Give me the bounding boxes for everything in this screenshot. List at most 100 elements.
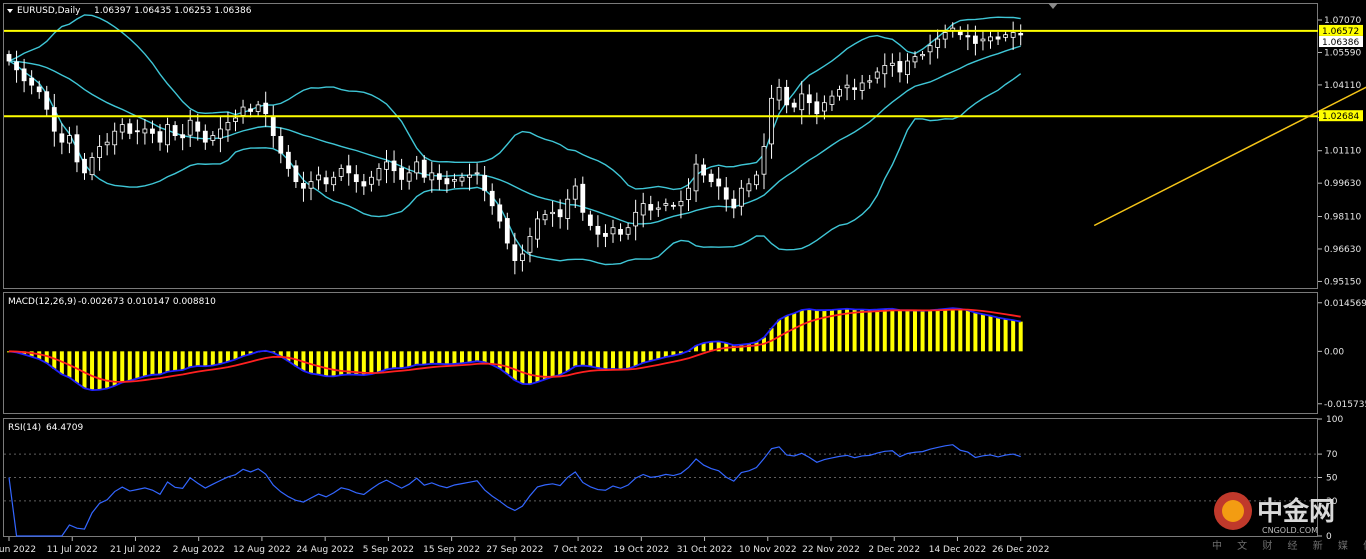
candle[interactable] [806, 84, 812, 115]
candle[interactable] [754, 170, 759, 190]
candle[interactable] [36, 80, 42, 99]
candle[interactable] [59, 123, 65, 155]
candle[interactable] [29, 70, 35, 95]
candle[interactable] [580, 176, 586, 221]
candle[interactable] [172, 121, 178, 141]
candle[interactable] [459, 172, 465, 187]
candle[interactable] [935, 29, 941, 59]
candle[interactable] [648, 195, 654, 221]
candle[interactable] [165, 117, 170, 153]
candle[interactable] [920, 51, 925, 60]
candle[interactable] [927, 34, 933, 65]
candle[interactable] [119, 118, 125, 140]
candle[interactable] [82, 153, 87, 180]
candle[interactable] [799, 81, 805, 125]
candle[interactable] [512, 232, 518, 275]
candle[interactable] [520, 244, 525, 272]
candle[interactable] [1003, 31, 1008, 42]
candle[interactable] [746, 178, 752, 198]
candle[interactable] [716, 167, 722, 200]
candle[interactable] [127, 118, 133, 140]
candle[interactable] [248, 103, 254, 118]
candle[interactable] [414, 155, 420, 180]
candle[interactable] [791, 98, 797, 113]
candle[interactable] [134, 119, 140, 145]
candle[interactable] [263, 91, 269, 127]
candle[interactable] [467, 163, 472, 191]
candle[interactable] [965, 24, 971, 51]
candle[interactable] [180, 124, 186, 151]
candle[interactable] [331, 171, 337, 192]
candle[interactable] [444, 170, 450, 193]
shift-marker-icon[interactable] [1048, 3, 1058, 9]
candle[interactable] [210, 131, 216, 146]
candle[interactable] [693, 154, 699, 202]
candle[interactable] [731, 190, 737, 219]
candle[interactable] [686, 178, 691, 212]
candle[interactable] [338, 164, 344, 182]
candle[interactable] [814, 92, 820, 125]
candle[interactable] [406, 165, 412, 190]
candle[interactable] [527, 227, 533, 263]
candle[interactable] [44, 85, 50, 116]
candle[interactable] [535, 211, 540, 248]
candle[interactable] [497, 198, 503, 229]
candle[interactable] [429, 161, 435, 193]
candle[interactable] [844, 74, 850, 101]
candle[interactable] [104, 133, 110, 156]
candle[interactable] [942, 24, 948, 49]
candle[interactable] [399, 158, 405, 190]
candle[interactable] [97, 135, 102, 171]
candle[interactable] [293, 160, 299, 188]
candle[interactable] [255, 100, 261, 116]
candle[interactable] [988, 30, 993, 49]
candle[interactable] [837, 85, 842, 101]
candle[interactable] [852, 78, 857, 100]
candle[interactable] [51, 93, 57, 147]
candle[interactable] [603, 224, 608, 248]
candle[interactable] [368, 170, 374, 192]
candle[interactable] [663, 198, 669, 212]
horizontal-lines[interactable] [4, 29, 1318, 118]
candle[interactable] [391, 150, 397, 183]
candle[interactable] [905, 53, 910, 84]
candle[interactable] [74, 125, 80, 173]
candle[interactable] [950, 22, 956, 38]
candle[interactable] [595, 215, 601, 248]
candle[interactable] [633, 199, 639, 241]
candle[interactable] [482, 165, 488, 202]
candle[interactable] [436, 164, 442, 191]
candle[interactable] [142, 119, 148, 145]
candle[interactable] [874, 67, 880, 84]
candle[interactable] [882, 53, 888, 88]
candle[interactable] [859, 74, 865, 100]
candle[interactable] [217, 116, 223, 153]
candle[interactable] [776, 78, 782, 110]
candle[interactable] [89, 152, 95, 181]
candle[interactable] [112, 122, 118, 155]
candle[interactable] [542, 209, 548, 226]
candle[interactable] [618, 223, 623, 242]
candle[interactable] [285, 144, 291, 177]
candle[interactable] [761, 133, 767, 190]
candle[interactable] [980, 30, 986, 51]
candle[interactable] [67, 126, 72, 154]
candle[interactable] [240, 99, 246, 124]
candle[interactable] [157, 124, 163, 151]
candle[interactable] [421, 155, 427, 183]
candle[interactable] [769, 84, 774, 159]
candle[interactable] [474, 163, 480, 185]
candle[interactable] [708, 169, 714, 188]
candle[interactable] [572, 178, 578, 209]
candle[interactable] [829, 90, 835, 111]
candle[interactable] [640, 192, 646, 228]
candle[interactable] [550, 201, 555, 227]
candle[interactable] [625, 222, 631, 240]
candle[interactable] [1010, 21, 1016, 50]
candle[interactable] [202, 124, 208, 150]
candle[interactable] [150, 120, 155, 144]
candle[interactable] [278, 127, 284, 164]
candle[interactable] [867, 74, 873, 89]
candle[interactable] [504, 212, 510, 250]
candle[interactable] [678, 190, 684, 219]
